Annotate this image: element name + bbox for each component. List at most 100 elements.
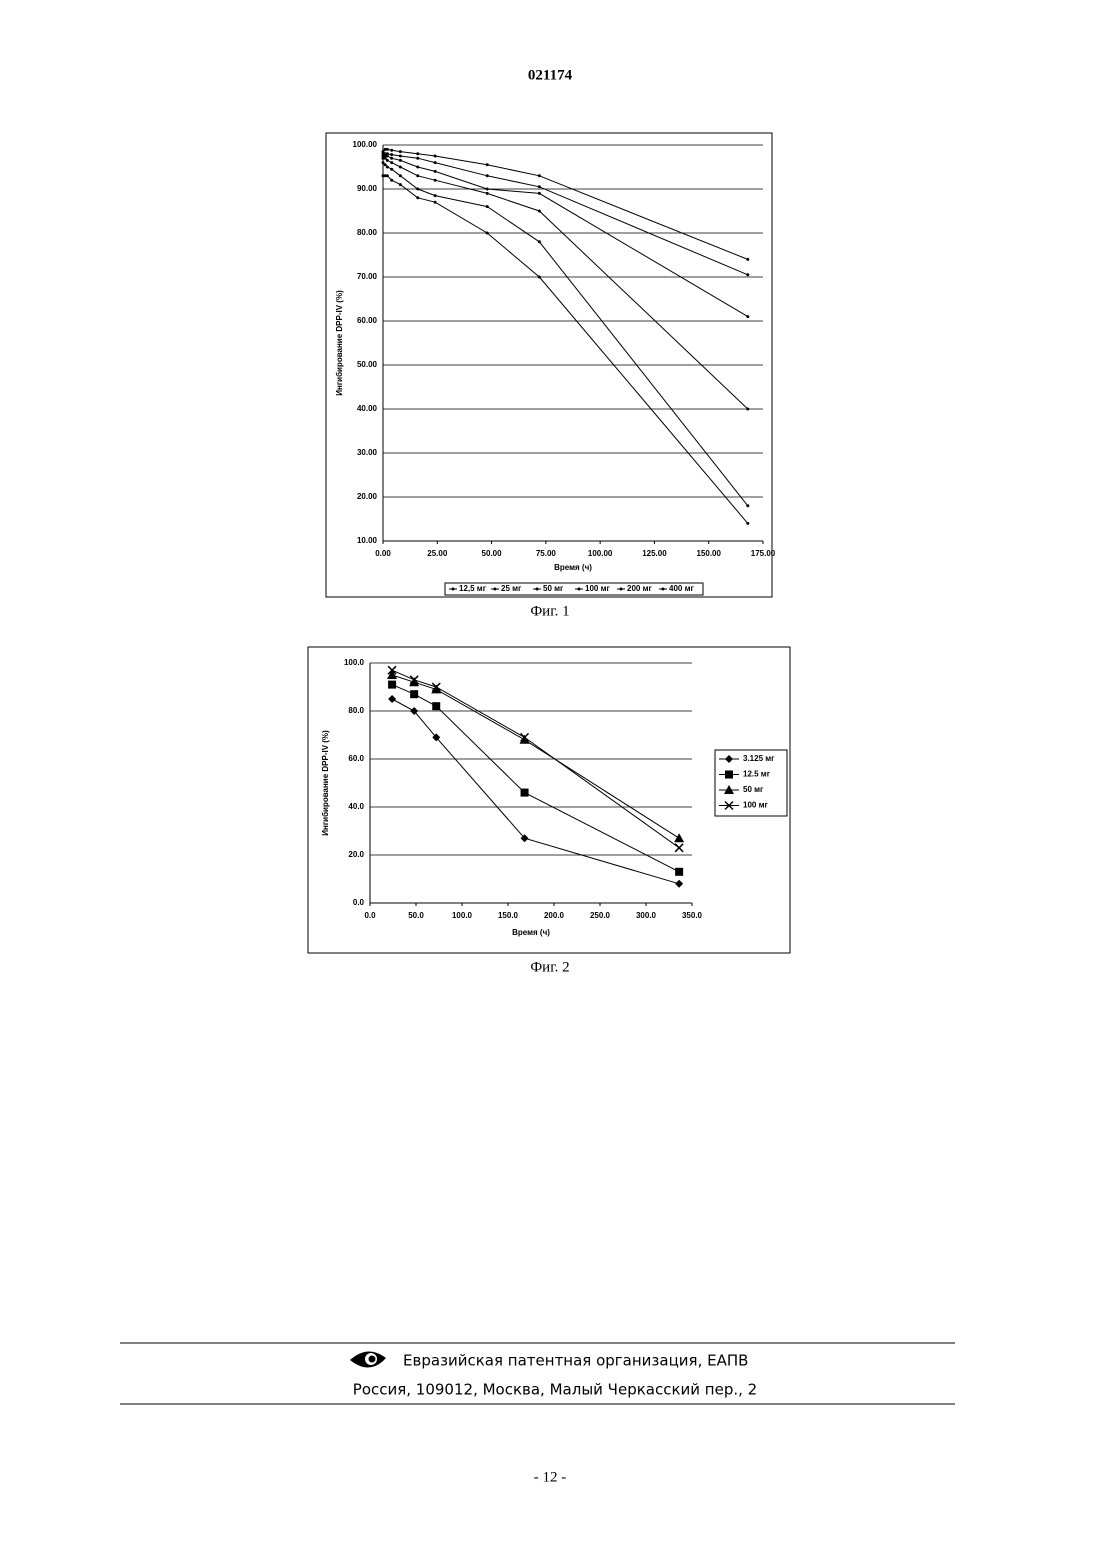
x-tick-label: 50.0: [408, 911, 424, 920]
point: [434, 170, 437, 173]
point: [662, 588, 665, 591]
point: [390, 161, 393, 164]
point: [382, 150, 385, 153]
point: [399, 174, 402, 177]
y-tick-label: 0.0: [353, 898, 365, 907]
point: [432, 702, 440, 710]
y-tick-label: 40.0: [348, 802, 364, 811]
point: [746, 258, 749, 261]
point: [386, 166, 389, 169]
point: [538, 240, 541, 243]
point: [538, 276, 541, 279]
point: [486, 188, 489, 191]
point: [386, 159, 389, 162]
series-line: [392, 699, 679, 884]
series-line: [392, 675, 679, 838]
y-tick-label: 60.00: [357, 316, 378, 325]
point: [538, 192, 541, 195]
y-tick-label: 50.00: [357, 360, 378, 369]
point: [725, 771, 733, 779]
x-tick-label: 25.00: [427, 549, 448, 558]
series-line: [383, 163, 748, 506]
point: [746, 504, 749, 507]
y-tick-label: 100.00: [353, 140, 378, 149]
x-tick-label: 300.0: [636, 911, 657, 920]
point: [521, 789, 529, 797]
point: [578, 588, 581, 591]
point: [388, 681, 396, 689]
point: [486, 163, 489, 166]
x-tick-label: 100.00: [588, 549, 613, 558]
y-tick-label: 20.00: [357, 492, 378, 501]
point: [416, 174, 419, 177]
point: [538, 185, 541, 188]
point: [388, 695, 396, 703]
y-tick-label: 90.00: [357, 184, 378, 193]
x-tick-label: 100.0: [452, 911, 473, 920]
point: [390, 168, 393, 171]
point: [434, 155, 437, 158]
point: [486, 232, 489, 235]
legend-label: 50 мг: [543, 584, 564, 593]
x-tick-label: 350.0: [682, 911, 703, 920]
x-tick-label: 250.0: [590, 911, 611, 920]
y-axis-title: Ингибирование DPP-IV (%): [321, 730, 330, 836]
legend-label: 12.5 мг: [743, 770, 771, 779]
legend-label: 50 мг: [743, 785, 764, 794]
x-tick-label: 125.00: [642, 549, 667, 558]
point: [675, 880, 683, 888]
y-tick-label: 30.00: [357, 448, 378, 457]
legend-label: 3.125 мг: [743, 754, 775, 763]
point: [674, 833, 684, 842]
x-tick-label: 150.0: [498, 911, 519, 920]
y-axis-title: Ингибирование DPP-IV (%): [335, 290, 344, 396]
point: [538, 174, 541, 177]
point: [746, 315, 749, 318]
point: [410, 690, 418, 698]
point: [386, 174, 389, 177]
legend-label: 25 мг: [501, 584, 522, 593]
figure-caption: Фиг. 2: [530, 959, 569, 975]
y-tick-label: 10.00: [357, 536, 378, 545]
point: [386, 148, 389, 151]
legend-label: 12,5 мг: [459, 584, 487, 593]
x-tick-label: 50.00: [482, 549, 503, 558]
point: [746, 408, 749, 411]
x-tick-label: 200.0: [544, 911, 565, 920]
patent-number: 021174: [528, 67, 573, 83]
point: [486, 174, 489, 177]
point: [390, 153, 393, 156]
organization: Евразийская патентная организация, ЕАПВ: [403, 1352, 748, 1370]
point: [434, 201, 437, 204]
x-tick-label: 175.00: [751, 549, 776, 558]
point: [386, 152, 389, 155]
point: [399, 166, 402, 169]
legend-label: 100 мг: [585, 584, 610, 593]
point: [486, 205, 489, 208]
point: [725, 755, 733, 763]
point: [399, 183, 402, 186]
x-tick-label: 0.00: [375, 549, 391, 558]
x-tick-label: 0.0: [364, 911, 376, 920]
point: [390, 179, 393, 182]
y-tick-label: 100.0: [344, 658, 365, 667]
x-tick-label: 150.00: [696, 549, 721, 558]
point: [746, 273, 749, 276]
y-tick-label: 40.00: [357, 404, 378, 413]
x-axis-title: Время (ч): [554, 563, 592, 572]
point: [620, 588, 623, 591]
point: [536, 588, 539, 591]
logo: [350, 1351, 386, 1367]
point: [434, 179, 437, 182]
point: [416, 166, 419, 169]
legend-label: 400 мг: [669, 584, 694, 593]
y-tick-label: 70.00: [357, 272, 378, 281]
point: [434, 194, 437, 197]
point: [390, 157, 393, 160]
document: 021174 Фиг. 1 Фиг. 2 Евразийская патентн…: [0, 0, 1100, 1556]
y-tick-label: 80.00: [357, 228, 378, 237]
legend-label: 100 мг: [743, 801, 768, 810]
point: [416, 196, 419, 199]
point: [494, 588, 497, 591]
legend-label: 200 мг: [627, 584, 652, 593]
